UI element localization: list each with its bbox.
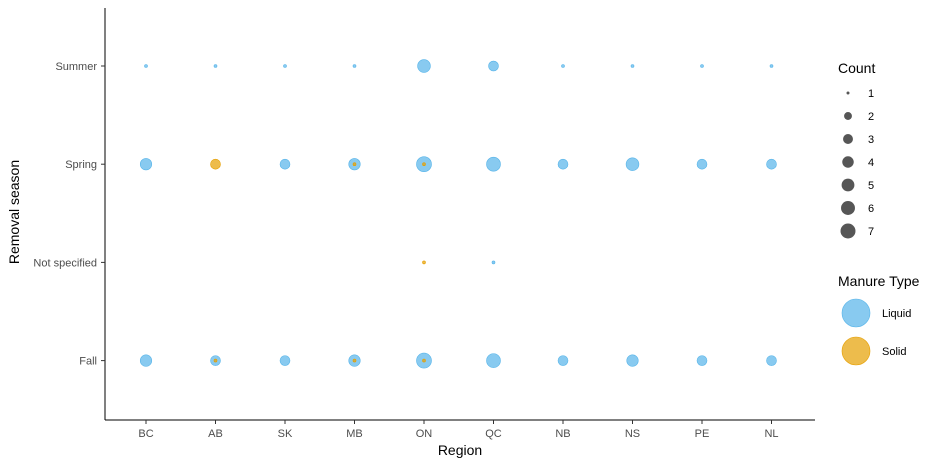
y-ticks: Fall Not specified Spring Summer [33, 61, 105, 368]
data-point-liquid [144, 64, 148, 68]
color-legend-label: Solid [882, 346, 906, 358]
x-tick-label: QC [485, 428, 502, 440]
size-legend-label: 7 [868, 226, 874, 238]
data-point-liquid [630, 64, 635, 68]
data-point-liquid [625, 157, 640, 171]
x-tick-label: BC [138, 428, 153, 440]
size-legend-label: 1 [868, 88, 874, 100]
size-legend-label: 3 [868, 134, 874, 146]
color-legend-label: Liquid [882, 308, 911, 320]
data-point-liquid [283, 64, 287, 68]
size-legend-label: 6 [868, 203, 874, 215]
data-point-liquid [139, 158, 153, 171]
x-ticks: BC AB SK MB ON QC NB NS PE NL [138, 420, 779, 440]
size-legend: Count 1 2 3 4 5 6 7 [838, 60, 875, 239]
x-tick-label: NB [555, 428, 570, 440]
data-point-liquid [279, 355, 291, 366]
plot-area: Fall Not specified Spring Summer BC AB SK MB ON… [33, 8, 815, 440]
data-point-liquid [417, 59, 431, 73]
x-tick-label: MB [346, 428, 363, 440]
color-legend-key-solid [841, 336, 871, 366]
size-legend-label: 5 [868, 180, 874, 192]
data-point-liquid [696, 355, 708, 366]
data-point-liquid [352, 64, 357, 68]
x-tick-label: AB [208, 428, 223, 440]
x-tick-label: ON [416, 428, 433, 440]
y-tick-label: Spring [65, 159, 97, 171]
data-point-solid [422, 162, 426, 166]
data-point-liquid [486, 156, 501, 172]
data-point-liquid [766, 158, 777, 170]
x-axis-title: Region [438, 442, 482, 458]
data-point-solid [352, 162, 357, 166]
data-point-liquid [769, 64, 774, 68]
data-point-liquid [557, 355, 569, 366]
data-point-liquid [766, 355, 777, 366]
color-legend: Manure Type Liquid Solid [838, 273, 920, 366]
data-point-liquid [700, 64, 704, 68]
size-legend-key [840, 223, 856, 239]
data-point-liquid [626, 354, 639, 367]
color-legend-title: Manure Type [838, 273, 920, 289]
data-point-liquid [486, 353, 501, 368]
size-legend-key [846, 91, 850, 95]
data-point-liquid [139, 354, 153, 367]
size-legend-key [841, 201, 855, 215]
y-axis-title: Removal season [6, 160, 22, 264]
data-point-liquid [213, 64, 218, 68]
data-point-solid [210, 158, 221, 170]
x-tick-label: NL [764, 428, 778, 440]
data-point-liquid [491, 260, 496, 265]
size-legend-key [841, 178, 855, 192]
x-tick-label: SK [278, 428, 293, 440]
size-legend-label: 2 [868, 111, 874, 123]
data-point-liquid [488, 60, 499, 72]
y-tick-label: Fall [79, 356, 97, 368]
size-legend-key [844, 112, 852, 120]
color-legend-key-liquid [841, 298, 871, 328]
data-point-liquid [557, 158, 569, 170]
data-point-liquid [279, 158, 291, 170]
data-point-solid [213, 358, 218, 363]
size-legend-title: Count [838, 60, 875, 76]
x-tick-label: NS [625, 428, 640, 440]
data-point-liquid [561, 64, 565, 68]
size-legend-key [843, 134, 853, 144]
y-tick-label: Not specified [33, 257, 97, 269]
data-point-solid [352, 358, 357, 363]
data-point-solid [422, 358, 426, 363]
x-tick-label: PE [695, 428, 710, 440]
y-tick-label: Summer [55, 61, 97, 73]
data-point-solid [422, 260, 426, 265]
size-legend-label: 4 [868, 157, 874, 169]
points-solid [210, 158, 426, 363]
points-liquid [139, 59, 777, 369]
data-point-liquid [696, 158, 708, 170]
size-legend-key [842, 156, 854, 168]
